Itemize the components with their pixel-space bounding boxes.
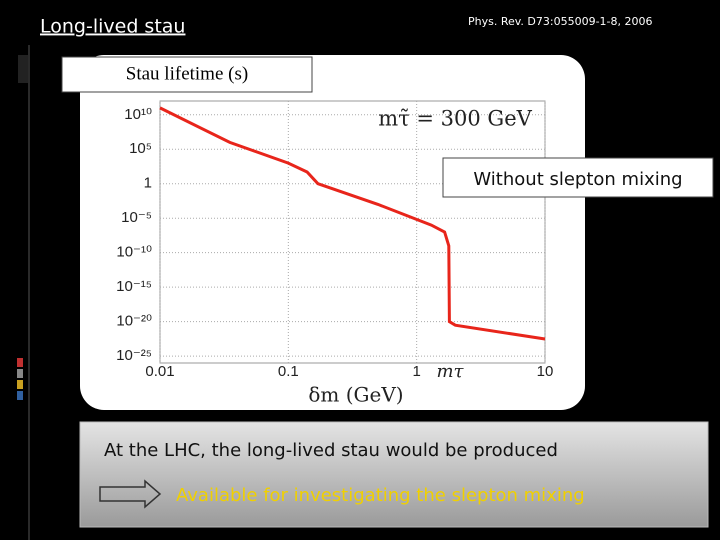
y-tick-label: 10⁻¹⁰ — [116, 244, 152, 261]
decor — [17, 369, 23, 378]
decor — [17, 358, 23, 367]
decor — [18, 55, 28, 83]
text-box — [79, 421, 709, 528]
x-tick-label: 0.01 — [145, 363, 174, 380]
arrow — [99, 479, 162, 509]
chart-title: Stau lifetime (s) — [126, 63, 248, 84]
callout: Without slepton mixing — [473, 169, 682, 190]
conclusion: Available for investigating the slepton … — [176, 485, 585, 506]
y-tick-label: 10⁵ — [129, 140, 152, 157]
x-tick-label: 10 — [537, 363, 554, 380]
title-box — [61, 56, 313, 93]
plot: 10¹⁰ 10⁵ 1 10⁻⁵ 10⁻¹⁰ 10⁻¹⁵ 10⁻²⁰ 10⁻²⁵0.01 0.1 1… — [116, 100, 554, 407]
annotation: mτ̃ = 300 GeV — [378, 107, 532, 131]
callout-box — [442, 157, 714, 198]
y-tick-label: 10⁻⁵ — [121, 209, 152, 226]
data-line — [159, 106, 546, 341]
y-tick-label: 1 — [144, 175, 152, 192]
reference: Phys. Rev. D73:055009-1-8, 2006 — [468, 15, 653, 28]
y-tick-label: 10⁻²⁵ — [116, 347, 152, 364]
plot-area — [159, 100, 546, 364]
y-tick-label: 10⁻¹⁵ — [116, 278, 152, 295]
decor — [17, 380, 23, 389]
marker-label: mτ — [436, 361, 464, 382]
y-tick-label: 10⁻²⁰ — [116, 313, 152, 330]
x-tick-label: 0.1 — [278, 363, 299, 380]
body-text: At the LHC, the long-lived stau would be… — [104, 440, 558, 461]
slide-title: Long-lived stau — [40, 16, 185, 38]
y-tick-label: 10¹⁰ — [124, 106, 152, 123]
x-tick-label: 1 — [412, 363, 420, 380]
decor — [17, 391, 23, 400]
x-axis-label: δm (GeV) — [308, 383, 403, 407]
